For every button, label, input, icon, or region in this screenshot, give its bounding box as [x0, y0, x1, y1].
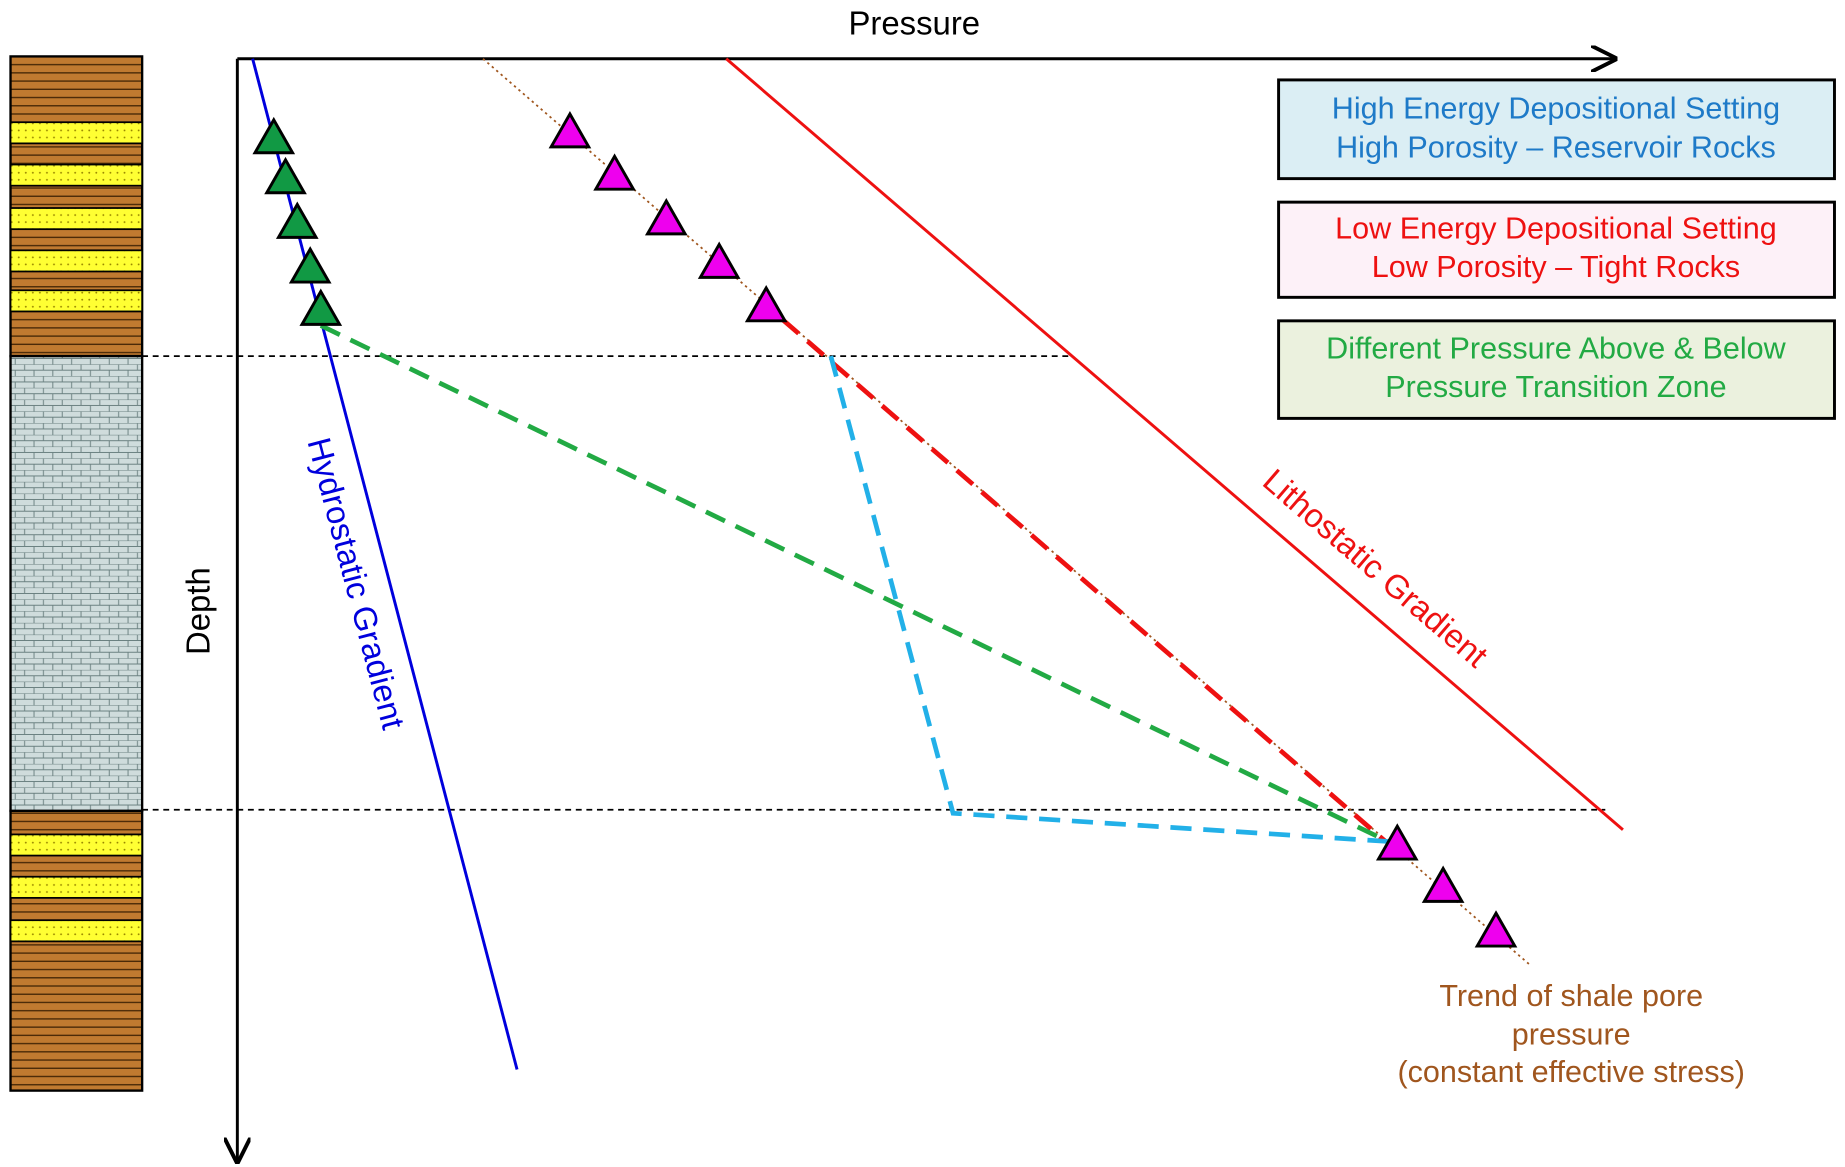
shale-trend-line: [483, 59, 1531, 966]
trend-label: Trend of shale pore: [1439, 979, 1703, 1013]
legend-text: Pressure Transition Zone: [1385, 370, 1726, 404]
legend-text: Different Pressure Above & Below: [1326, 331, 1787, 365]
green-dashed-line: [321, 326, 1388, 842]
trend-label: pressure: [1512, 1018, 1631, 1052]
legend-text: Low Porosity – Tight Rocks: [1372, 250, 1740, 284]
trend-label: (constant effective stress): [1397, 1055, 1744, 1089]
legend-text: High Energy Depositional Setting: [1332, 92, 1780, 126]
legend-text: Low Energy Depositional Setting: [1335, 211, 1777, 245]
hydrostatic-label: Hydrostatic Gradient: [300, 434, 412, 733]
diagram: Pressure Depth Hydrostatic Gradient Lith…: [0, 0, 1845, 1167]
cyan-dashed-line: [831, 356, 1388, 841]
y-axis-label: Depth: [180, 567, 217, 655]
x-axis-label: Pressure: [848, 5, 980, 42]
lithostatic-label: Lithostatic Gradient: [1256, 461, 1495, 674]
page: {"axes": {"x_label": "Pressure", "y_labe…: [0, 0, 1845, 1167]
lithology-column: [11, 56, 143, 1090]
legend-text: High Porosity – Reservoir Rocks: [1336, 130, 1776, 164]
